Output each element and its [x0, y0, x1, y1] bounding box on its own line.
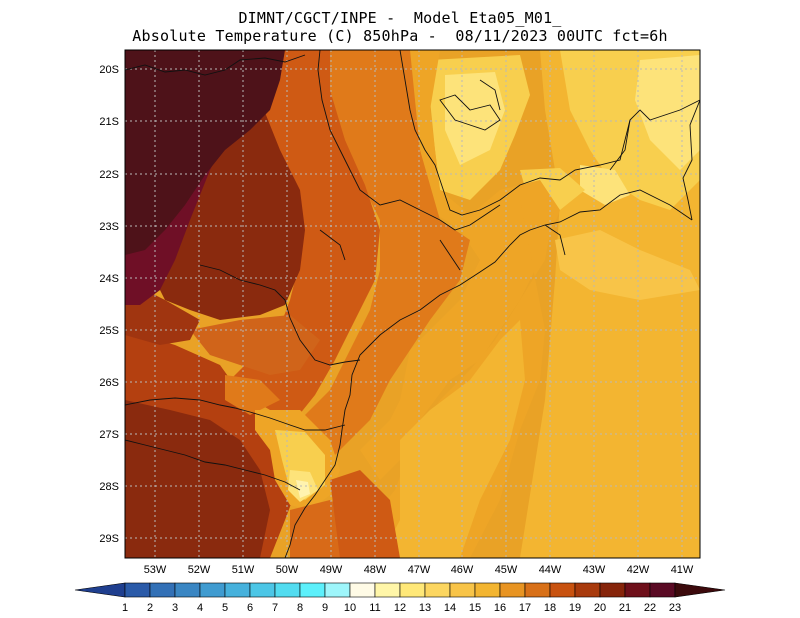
- colorbar-label: 18: [544, 602, 556, 614]
- colorbar-label: 19: [569, 602, 581, 614]
- colorbar-label: 14: [444, 602, 456, 614]
- lat-label: 21S: [99, 116, 119, 128]
- latitude-labels: 20S 21S 22S 23S 24S 25S 26S 27S 28S 29S: [99, 64, 119, 545]
- colorbar-label: 9: [322, 602, 328, 614]
- colorbar-label: 4: [197, 602, 203, 614]
- colorbar-swatch: [124, 582, 151, 598]
- lon-label: 49W: [320, 564, 343, 576]
- colorbar-swatch: [524, 582, 551, 598]
- colorbar-swatch: [649, 582, 676, 598]
- colorbar-swatch: [449, 582, 476, 598]
- colorbar-swatch: [574, 582, 601, 598]
- longitude-labels: 53W 52W 51W 50W 49W 48W 47W 46W 45W 44W …: [144, 564, 694, 576]
- colorbar-swatch: [324, 582, 351, 598]
- colorbar-swatch: [674, 582, 726, 598]
- lon-label: 51W: [232, 564, 255, 576]
- colorbar-swatch: [274, 582, 301, 598]
- colorbar-label: 3: [172, 602, 178, 614]
- colorbar-swatch: [349, 582, 376, 598]
- lat-label: 26S: [99, 377, 119, 389]
- colorbar-label: 23: [669, 602, 681, 614]
- lat-label: 29S: [99, 533, 119, 545]
- lon-label: 47W: [408, 564, 431, 576]
- map-title-line1: DIMNT/CGCT/INPE - Model Eta05_M01_: [238, 9, 562, 27]
- colorbar-label: 5: [222, 602, 228, 614]
- lat-label: 28S: [99, 481, 119, 493]
- lon-label: 46W: [451, 564, 474, 576]
- colorbar-swatch: [299, 582, 326, 598]
- lat-label: 22S: [99, 169, 119, 181]
- colorbar-swatch: [599, 582, 626, 598]
- colorbar-label: 21: [619, 602, 631, 614]
- lon-label: 45W: [495, 564, 518, 576]
- colorbar-label: 16: [494, 602, 506, 614]
- colorbar-swatch: [474, 582, 501, 598]
- colorbar-label: 10: [344, 602, 356, 614]
- colorbar-label: 1: [122, 602, 128, 614]
- colorbar-swatch: [499, 582, 526, 598]
- colorbar-label: 11: [369, 602, 380, 614]
- plot-frame: [124, 49, 701, 559]
- colorbar-swatch: [399, 582, 426, 598]
- colorbar-swatch: [249, 582, 276, 598]
- colorbar-swatch: [174, 582, 201, 598]
- colorbar-labels: 1 2 3 4 5 6 7 8 9 10 11 12 13 14 15 16 17 18 19 20 21 22 23: [122, 602, 681, 614]
- lon-label: 53W: [144, 564, 167, 576]
- lat-label: 27S: [99, 429, 119, 441]
- colorbar-label: 13: [419, 602, 431, 614]
- colorbar-swatch: [424, 582, 451, 598]
- coastlines-borders: [125, 50, 700, 558]
- colorbar-swatch: [199, 582, 226, 598]
- colorbar-swatch: [549, 582, 576, 598]
- colorbar-label: 20: [594, 602, 606, 614]
- colorbar-label: 17: [519, 602, 531, 614]
- lon-label: 50W: [276, 564, 299, 576]
- lon-label: 52W: [188, 564, 211, 576]
- colorbar: [74, 582, 726, 598]
- colorbar-label: 12: [394, 602, 406, 614]
- lat-label: 20S: [99, 64, 119, 76]
- lon-label: 43W: [583, 564, 606, 576]
- lat-label: 25S: [99, 325, 119, 337]
- colorbar-label: 6: [247, 602, 253, 614]
- lon-label: 44W: [539, 564, 562, 576]
- colorbar-swatch: [149, 582, 176, 598]
- map-title-line2: Absolute Temperature (C) 850hPa - 08/11/…: [132, 27, 668, 45]
- colorbar-swatch: [374, 582, 401, 598]
- colorbar-label: 2: [147, 602, 153, 614]
- colorbar-swatch: [624, 582, 651, 598]
- lon-label: 41W: [671, 564, 694, 576]
- colorbar-swatch: [74, 582, 126, 598]
- lat-label: 24S: [99, 273, 119, 285]
- colorbar-label: 7: [272, 602, 278, 614]
- colorbar-label: 15: [469, 602, 481, 614]
- colorbar-label: 8: [297, 602, 303, 614]
- lon-label: 48W: [364, 564, 387, 576]
- colorbar-label: 22: [644, 602, 656, 614]
- temperature-field: [125, 50, 700, 558]
- colorbar-swatch: [224, 582, 251, 598]
- grid-lines: [125, 50, 700, 558]
- lon-label: 42W: [627, 564, 650, 576]
- lat-label: 23S: [99, 221, 119, 233]
